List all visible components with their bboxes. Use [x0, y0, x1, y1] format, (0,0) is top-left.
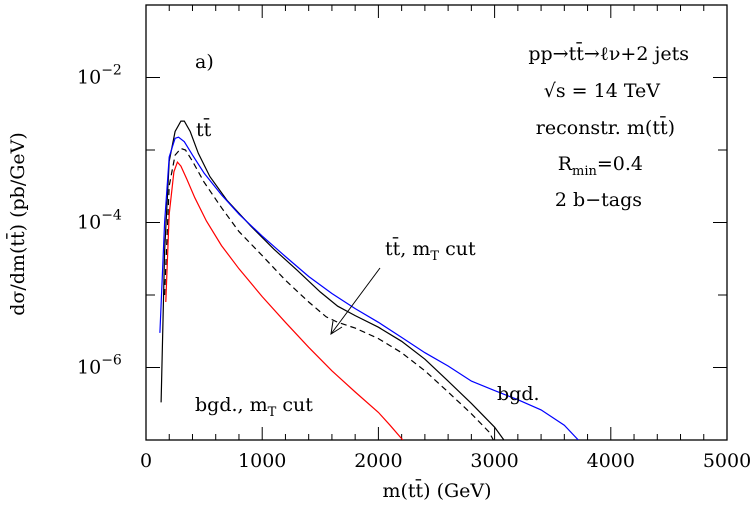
x-tick-label: 0	[140, 450, 152, 472]
rmin-label: Rmin=0.4	[558, 153, 643, 179]
y-tick-label: 10−2	[77, 63, 122, 89]
series-line-2	[159, 136, 579, 440]
plot-frame	[145, 4, 728, 441]
series-line-3	[165, 160, 404, 440]
tt-curve-label: tt̄	[196, 117, 212, 141]
curves	[159, 120, 579, 440]
x-tick-label: 2000	[354, 450, 402, 472]
series-line-1	[164, 147, 494, 440]
bgd-mt-cut-label: bgd., mT cut	[195, 394, 313, 420]
y-tick-label: 10−6	[77, 353, 122, 379]
plot-border	[145, 4, 728, 441]
series-line-0	[160, 120, 505, 440]
x-tick-label: 1000	[238, 450, 286, 472]
axis-ticks: 0 1000 2000 3000 4000 5000 10−6 10−4 10−2	[77, 4, 751, 472]
process-label: pp→tt̄→ℓν+2 jets	[528, 41, 689, 65]
tt-mt-cut-label: tt̄, mT cut	[385, 236, 476, 264]
btags-label: 2 b−tags	[555, 189, 642, 211]
x-tick-label: 4000	[587, 450, 635, 472]
x-tick-label: 3000	[470, 450, 518, 472]
y-axis-title: dσ/dm(tt̄) (pb/GeV)	[5, 132, 29, 316]
reconstruction-label: reconstr. m(tt̄)	[536, 115, 675, 139]
energy-label: √s = 14 TeV	[544, 80, 661, 102]
panel-label: a)	[195, 51, 214, 73]
x-axis-title: m(tt̄) (GeV)	[382, 478, 491, 502]
bgd-curve-label: bgd.	[497, 383, 540, 405]
x-tick-label: 5000	[703, 450, 751, 472]
annotation-arrow	[330, 267, 381, 336]
y-tick-label: 10−4	[77, 208, 122, 234]
